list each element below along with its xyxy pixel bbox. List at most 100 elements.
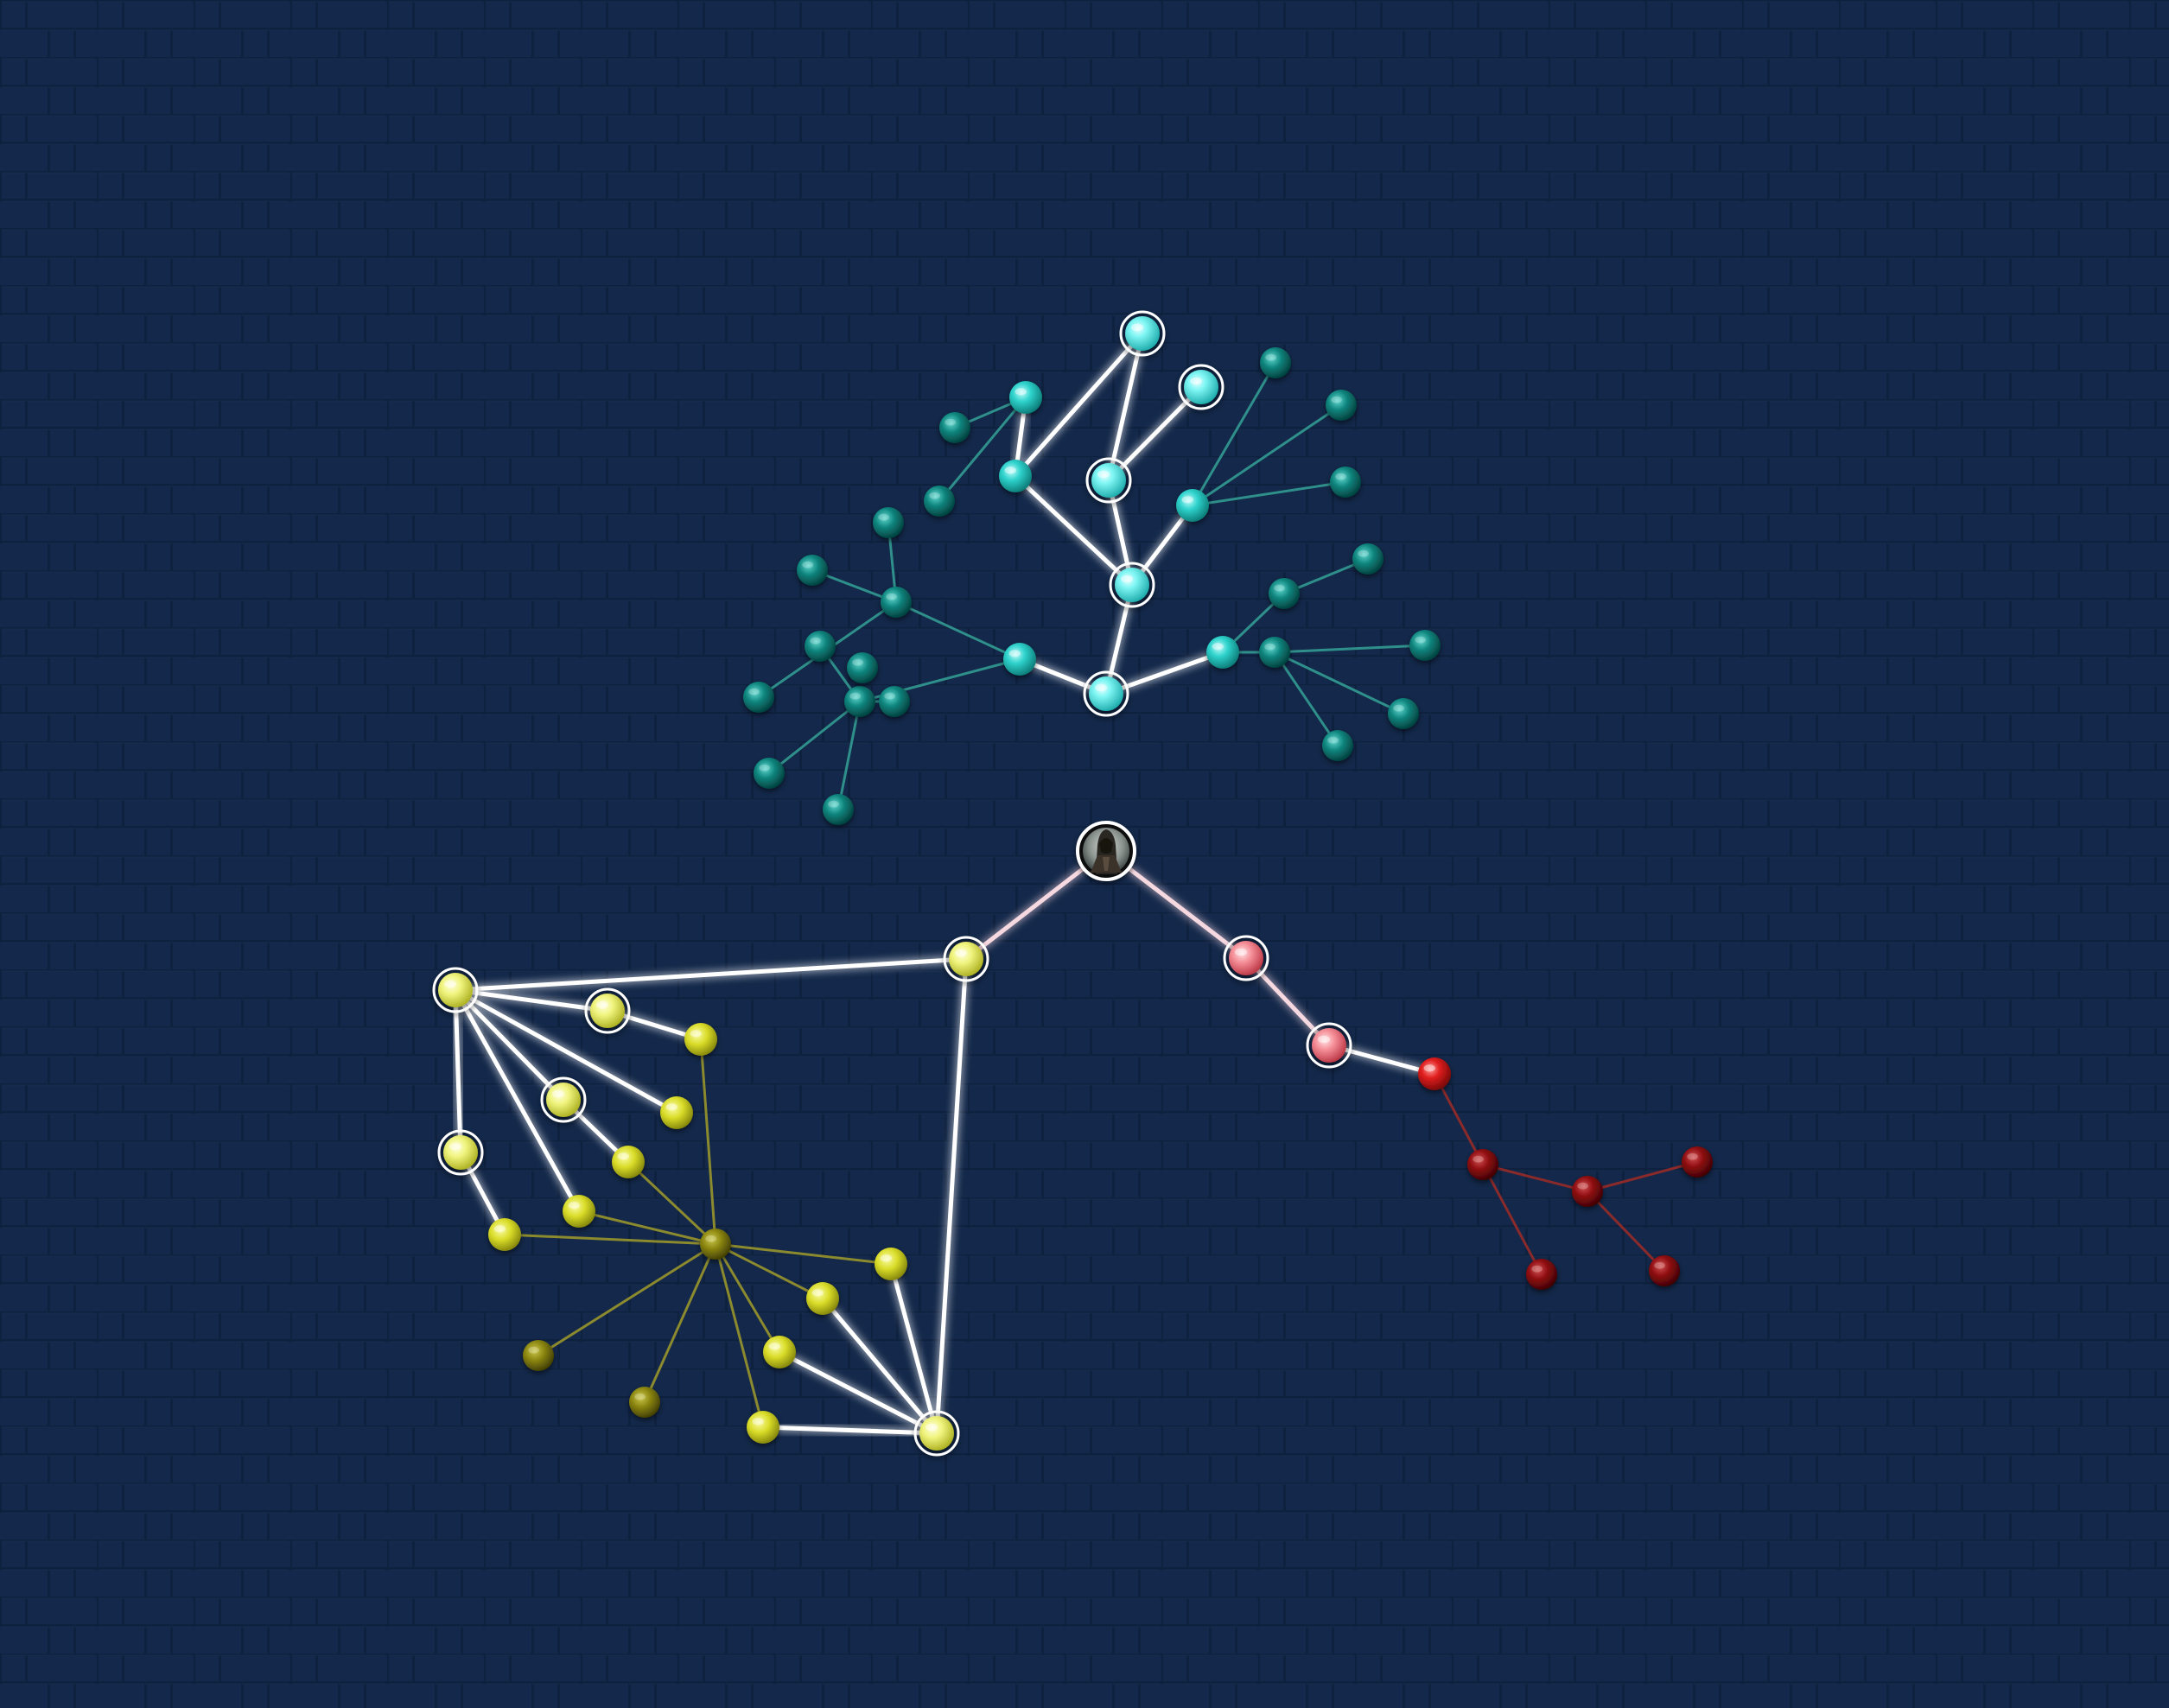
cyan-skill-node-c16[interactable]	[797, 555, 828, 586]
node-highlight	[1004, 467, 1016, 474]
red-skill-node-r2[interactable]	[1306, 1022, 1352, 1069]
node-orb	[1259, 637, 1290, 668]
red-skill-node-r4[interactable]	[1467, 1149, 1498, 1180]
node-orb	[1388, 698, 1419, 729]
link-y2-y10	[453, 987, 582, 1214]
node-highlight	[886, 593, 897, 600]
cyan-skill-node-c14[interactable]	[1269, 578, 1300, 609]
cyan-skill-node-c28[interactable]	[1326, 390, 1357, 421]
link-c12-c20	[767, 700, 862, 775]
node-orb	[1229, 941, 1263, 975]
node-highlight	[1008, 650, 1021, 657]
link-r5-r8	[1586, 1190, 1666, 1273]
yellow-skill-node-y11[interactable]	[488, 1218, 521, 1251]
cyan-skill-node-c20[interactable]	[754, 758, 785, 789]
yellow-skill-node-y13[interactable]	[806, 1282, 839, 1315]
node-highlight	[493, 1225, 506, 1233]
yellow-skill-node-y3[interactable]	[584, 987, 631, 1034]
yellow-skill-node-y15[interactable]	[747, 1411, 779, 1444]
cyan-skill-node-c4[interactable]	[1119, 310, 1166, 357]
red-skill-node-r5[interactable]	[1572, 1176, 1603, 1207]
cyan-skill-node-c24[interactable]	[1322, 730, 1353, 761]
cyan-skill-node-c27[interactable]	[1260, 347, 1291, 378]
node-highlight	[1473, 1155, 1484, 1163]
cyan-skill-node-c12[interactable]	[844, 686, 875, 717]
node-orb	[629, 1387, 660, 1418]
cyan-skill-node-c9[interactable]	[1176, 489, 1209, 522]
cyan-skill-node-c11[interactable]	[881, 587, 912, 618]
node-orb	[754, 758, 785, 789]
node-orb	[546, 1083, 581, 1117]
node-orb	[806, 1282, 839, 1315]
node-orb	[805, 631, 836, 662]
cyan-skill-node-c5[interactable]	[1178, 364, 1224, 410]
node-highlight	[1318, 1035, 1330, 1044]
cyan-skill-node-c26[interactable]	[1330, 467, 1361, 498]
node-highlight	[1415, 636, 1426, 644]
cyan-skill-node-c22[interactable]	[1409, 630, 1441, 661]
cyan-skill-node-c19[interactable]	[847, 652, 878, 683]
link-y2-y4	[453, 987, 566, 1102]
link-y16-y15	[714, 1242, 765, 1429]
cyan-skill-node-c7[interactable]	[1206, 636, 1239, 669]
yellow-skill-node-y12[interactable]	[875, 1248, 907, 1280]
yellow-skill-node-y8[interactable]	[660, 1096, 693, 1129]
red-skill-node-r6[interactable]	[1682, 1146, 1713, 1178]
red-skill-node-r1[interactable]	[1223, 935, 1269, 981]
yellow-skill-node-y9[interactable]	[612, 1146, 645, 1178]
yellow-skill-node-y16[interactable]	[700, 1229, 731, 1260]
cyan-skill-node-c3[interactable]	[1085, 457, 1132, 504]
node-orb	[1330, 467, 1361, 498]
node-highlight	[1654, 1261, 1665, 1269]
cyan-skill-node-c21[interactable]	[823, 794, 854, 825]
node-orb	[747, 1411, 779, 1444]
cyan-skill-node-c25[interactable]	[1352, 543, 1383, 575]
cyan-skill-node-c1[interactable]	[1083, 670, 1129, 717]
character-portrait[interactable]	[1076, 821, 1136, 881]
yellow-skill-node-y10[interactable]	[563, 1195, 595, 1228]
node-orb	[1409, 630, 1441, 661]
node-orb	[797, 555, 828, 586]
cyan-skill-node-c23[interactable]	[1388, 698, 1419, 729]
node-highlight	[1235, 948, 1247, 956]
link-c10-c30	[938, 396, 1027, 503]
node-orb	[844, 686, 875, 717]
cyan-skill-node-c18[interactable]	[805, 631, 836, 662]
cyan-skill-node-c31[interactable]	[879, 686, 910, 717]
cyan-skill-node-c17[interactable]	[743, 682, 774, 713]
node-highlight	[568, 1202, 580, 1210]
node-highlight	[884, 692, 895, 700]
node-orb	[1176, 489, 1209, 522]
yellow-skill-node-y2[interactable]	[432, 967, 479, 1013]
node-orb	[443, 1135, 478, 1170]
node-orb	[438, 973, 473, 1007]
link-y1-y6	[934, 956, 969, 1436]
cyan-skill-node-c29[interactable]	[939, 412, 970, 443]
cyan-skill-node-c13[interactable]	[1259, 637, 1290, 668]
yellow-skill-node-y14[interactable]	[763, 1336, 796, 1368]
yellow-skill-node-y1[interactable]	[943, 936, 989, 982]
cyan-skill-node-c15[interactable]	[873, 507, 904, 538]
yellow-skill-node-y18[interactable]	[629, 1387, 660, 1418]
cyan-skill-node-c6[interactable]	[1003, 643, 1036, 676]
red-skill-node-r7[interactable]	[1526, 1259, 1557, 1290]
link-c13-c22	[1273, 644, 1427, 654]
yellow-skill-node-y4[interactable]	[540, 1076, 587, 1123]
cyan-skill-node-c30[interactable]	[924, 486, 955, 517]
yellow-skill-node-y7[interactable]	[684, 1023, 717, 1056]
node-ring	[1223, 935, 1269, 981]
node-highlight	[802, 561, 813, 568]
yellow-skill-node-y17[interactable]	[523, 1340, 554, 1371]
yellow-skill-node-y5[interactable]	[437, 1129, 484, 1176]
node-highlight	[929, 492, 940, 499]
cyan-skill-node-c8[interactable]	[999, 460, 1032, 492]
node-highlight	[1265, 353, 1276, 361]
cyan-skill-node-c10[interactable]	[1009, 381, 1042, 414]
red-skill-node-r8[interactable]	[1649, 1255, 1680, 1286]
node-orb	[1184, 370, 1218, 404]
red-skill-node-r3[interactable]	[1418, 1057, 1451, 1090]
cyan-skill-node-c2[interactable]	[1109, 562, 1155, 608]
node-orb	[590, 994, 625, 1028]
link-y16-y7	[699, 1038, 717, 1246]
yellow-skill-node-y6[interactable]	[913, 1410, 960, 1457]
